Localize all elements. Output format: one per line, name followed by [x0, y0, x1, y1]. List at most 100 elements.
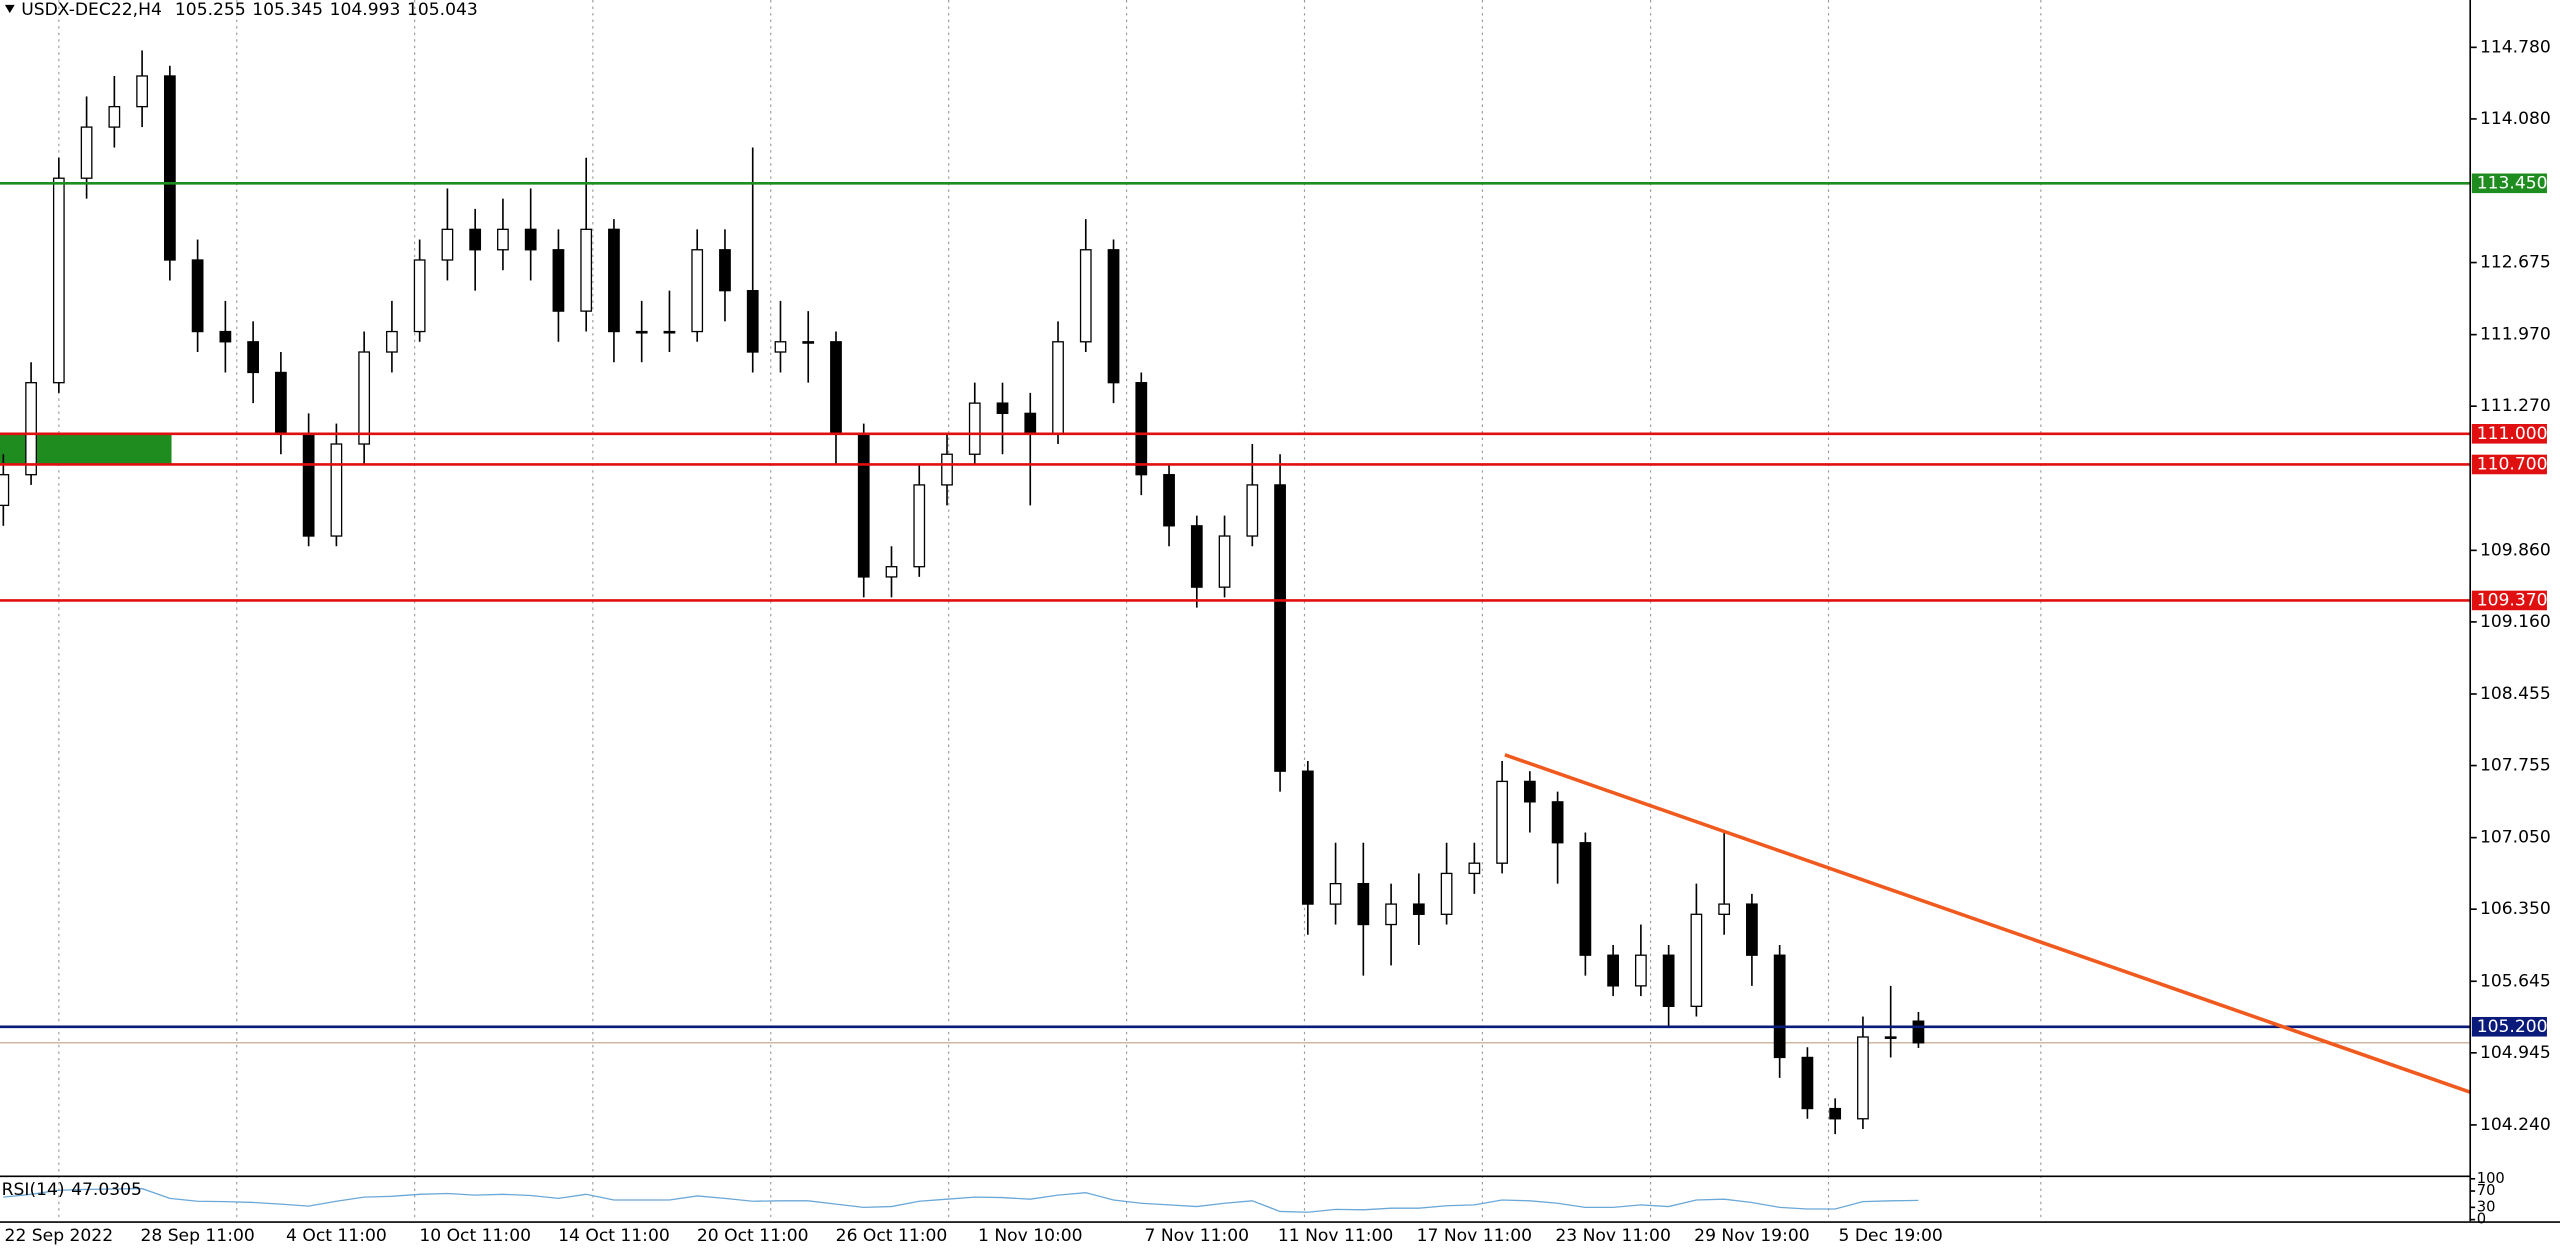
candle-body: [1801, 1056, 1814, 1110]
level-label: 110.700: [2477, 454, 2548, 474]
candle-body: [830, 341, 842, 435]
candle-body: [1884, 1036, 1897, 1039]
candle-body: [913, 484, 926, 568]
x-tick-label: 28 Sep 11:00: [140, 1226, 254, 1246]
chart-header: USDX-DEC22,H4 105.255 105.345 104.993 105.04…: [21, 0, 478, 20]
candle-body: [191, 259, 204, 333]
candle-body: [1523, 780, 1536, 803]
candle-body: [1635, 954, 1647, 987]
x-tick-label: 23 Nov 11:00: [1555, 1226, 1670, 1246]
bar-open: 105.255: [175, 0, 246, 20]
candle-body: [1440, 872, 1453, 915]
x-tick-label: 5 Dec 19:00: [1839, 1226, 1943, 1246]
candle-body: [1857, 1036, 1869, 1120]
x-tick-label: 11 Nov 11:00: [1278, 1226, 1393, 1246]
candle-body: [635, 330, 648, 334]
y-tick-label: 106.350: [2480, 899, 2551, 919]
y-tick-label: 112.675: [2480, 253, 2551, 273]
x-tick-label: 7 Nov 11:00: [1145, 1226, 1250, 1246]
trend-line: [1504, 753, 2471, 1094]
candle-body: [968, 402, 981, 455]
candle-body: [163, 75, 176, 261]
candle-body: [330, 443, 343, 537]
candle-body: [1190, 525, 1203, 588]
candle-body: [663, 330, 676, 334]
candle-body: [580, 228, 593, 312]
candle-body: [1301, 770, 1314, 905]
x-tick-label: 17 Nov 11:00: [1417, 1226, 1532, 1246]
rsi-header: RSI(14) 47.0305: [2, 1180, 142, 1200]
candle-body: [552, 249, 565, 312]
x-tick-label: 14 Oct 11:00: [558, 1226, 670, 1246]
candle-body: [1496, 780, 1508, 864]
level-label-box: [2471, 1016, 2547, 1037]
level-label-box: [2471, 454, 2547, 475]
candle-body: [1551, 801, 1564, 844]
candle-body: [1052, 341, 1064, 435]
candle-body: [1912, 1020, 1925, 1044]
candle-body: [691, 249, 704, 333]
candle-body: [1412, 903, 1425, 915]
candle-body: [1329, 882, 1342, 905]
candle-body: [719, 249, 731, 292]
rsi-tick-label: 70: [2477, 1182, 2496, 1199]
x-tick-label: 1 Nov 10:00: [978, 1226, 1083, 1246]
y-tick-label: 108.455: [2480, 684, 2551, 704]
candle-body: [1607, 954, 1620, 987]
bar-close: 105.043: [407, 0, 478, 20]
candle-body: [1163, 474, 1175, 527]
candle-body: [1079, 249, 1092, 343]
candle-body: [1135, 382, 1148, 476]
candle-body: [774, 341, 787, 353]
candle-body: [1662, 954, 1675, 1007]
rsi-tick-label: 100: [2477, 1170, 2505, 1187]
y-tick-label: 114.080: [2480, 109, 2551, 129]
candle-body: [1690, 913, 1703, 1007]
candle-body: [1829, 1107, 1842, 1120]
y-tick-label: 104.240: [2480, 1115, 2551, 1135]
y-tick-label: 107.050: [2480, 828, 2551, 848]
level-label: 111.000: [2477, 424, 2548, 444]
y-tick-label: 107.755: [2480, 756, 2551, 776]
x-tick-label: 10 Oct 11:00: [419, 1226, 531, 1246]
candle-body: [1218, 535, 1231, 588]
candle-body: [1385, 903, 1397, 926]
candle-body: [1468, 862, 1481, 875]
candle-body: [136, 75, 148, 108]
y-tick-label: 104.945: [2480, 1043, 2551, 1063]
candle-body: [80, 126, 93, 179]
candle-body: [0, 474, 10, 507]
level-label: 105.200: [2477, 1017, 2548, 1037]
y-tick-label: 109.860: [2480, 540, 2551, 560]
candle-body: [802, 341, 815, 344]
symbol: USDX-DEC22,H4: [21, 0, 162, 20]
y-tick-label: 109.160: [2480, 612, 2551, 632]
y-tick-label: 111.270: [2480, 396, 2551, 416]
candle-body: [1773, 954, 1786, 1059]
candle-body: [441, 228, 454, 261]
candle-body: [1024, 412, 1037, 435]
candle-body: [108, 105, 121, 128]
x-tick-label: 20 Oct 11:00: [697, 1226, 809, 1246]
candle-body: [275, 371, 287, 435]
collapse-icon[interactable]: [4, 4, 15, 14]
rsi-line: [3, 1187, 1919, 1213]
candle-body: [358, 351, 371, 445]
rsi-tick-label: 0: [2477, 1211, 2486, 1228]
candle-body: [996, 402, 1009, 415]
bar-high: 105.345: [252, 0, 323, 20]
candle-body: [1746, 903, 1758, 956]
level-label-box: [2471, 424, 2547, 444]
rsi-name: RSI(14): [2, 1180, 65, 1200]
candle-body: [219, 330, 232, 343]
candle-body: [1274, 484, 1286, 772]
rsi-value: 47.0305: [71, 1180, 142, 1200]
candle-body: [1246, 484, 1259, 537]
candle-body: [386, 330, 398, 353]
candle-body: [1579, 842, 1592, 956]
candle-body: [524, 228, 537, 251]
candle-body: [52, 177, 65, 384]
